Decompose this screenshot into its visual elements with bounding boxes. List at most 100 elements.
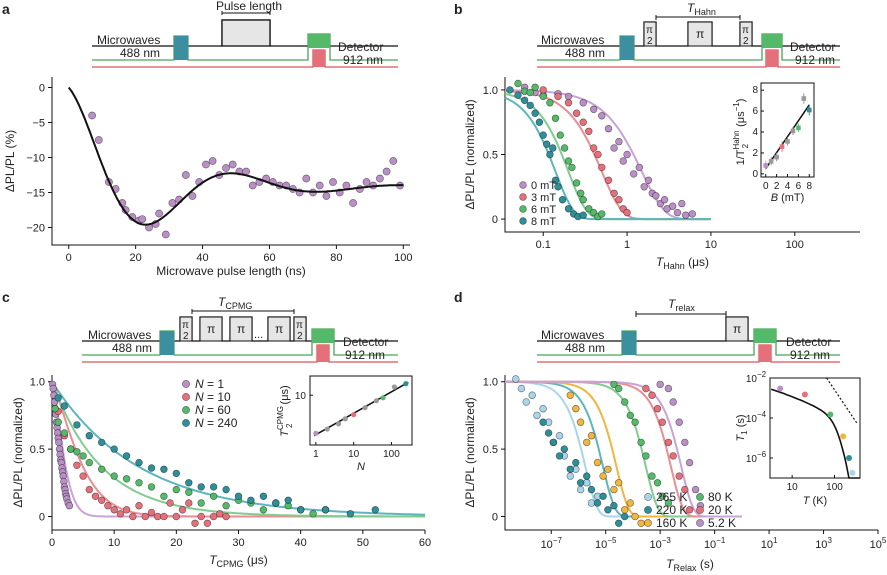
data-point-green [579, 196, 587, 204]
data-point [315, 181, 324, 190]
data-point-red [147, 508, 156, 517]
data-point-purple [660, 196, 669, 204]
x-tick-label: 80 [330, 252, 342, 264]
data-point-teal [122, 452, 131, 460]
data-point-red [122, 506, 131, 514]
data-point-teal [604, 506, 612, 514]
probe-label-d: 912 nm [790, 348, 830, 362]
inset-x-label-unit: (mT) [778, 192, 804, 204]
data-point-green [658, 492, 666, 500]
tick-base: 10 [761, 539, 773, 551]
data-point-teal [551, 176, 560, 185]
data-point-teal [197, 483, 205, 491]
inset-point [801, 391, 808, 398]
legend-label-symbol: N [195, 403, 204, 417]
data-point-green [309, 510, 317, 518]
data-point-green [526, 88, 534, 97]
pi-label-d: π [733, 322, 741, 336]
data-point-green [97, 465, 106, 473]
data-point-red [615, 196, 623, 204]
y-axis-label: ΔPL/PL (normalized) [463, 99, 477, 209]
data-point-purple [681, 211, 690, 219]
y-axis-label: ΔPL/PL (%) [3, 130, 17, 192]
data-point-green [209, 492, 218, 500]
inset-point [849, 469, 856, 476]
data-point-green [664, 499, 673, 507]
data-point-red [203, 519, 212, 527]
data-point-purple [598, 112, 606, 120]
detector-pulse-b [762, 34, 782, 48]
data-point-green [51, 405, 59, 413]
inset-x-tick-label: 100 [383, 449, 400, 460]
data-point-green [185, 488, 193, 496]
half-pi-num-c1: π [182, 320, 189, 331]
data-point-purple [668, 202, 677, 210]
tick-base: 10 [746, 374, 758, 385]
x-axis-label: TCPMG (μs) [209, 553, 268, 569]
x-tick-label: 30 [232, 537, 244, 549]
inset-y-tick-label: 2 [752, 148, 758, 159]
tick-exponent: 5 [882, 536, 887, 545]
tick-exponent: −7 [553, 536, 563, 545]
inset-y-label-close: ) [735, 99, 747, 103]
data-point-yellow [599, 472, 607, 480]
legend-label: 5.2 K [708, 516, 736, 530]
chart-panel-a: 0 20 40 60 80 100 0 −5 −10 −15 −20 Microwave pulse … [3, 77, 412, 278]
microwaves-label-c: Microwaves [88, 328, 151, 342]
legend-marker [644, 506, 652, 514]
data-point [228, 160, 237, 169]
probe-pulse-a [313, 50, 325, 67]
tick-label: 10−7 [541, 536, 563, 551]
inset-y-tick-label: 4 [752, 127, 758, 138]
x-tick-label: 20 [170, 537, 182, 549]
data-point-green [576, 189, 585, 198]
data-point-teal [549, 144, 557, 152]
pi-box-c3 [267, 316, 291, 342]
data-point-teal [97, 438, 106, 447]
inset-point [785, 139, 790, 144]
data-point-lightblue [517, 384, 526, 393]
legend-label: 80 K [708, 490, 733, 504]
inset-y-label-unit: (μs [735, 111, 747, 130]
data-point-red [579, 118, 587, 126]
tick-base: 10 [815, 539, 827, 551]
data-point-teal [209, 483, 218, 491]
data-point-teal [542, 140, 551, 148]
data-point-green [610, 380, 618, 389]
laser-pulse-c [160, 331, 174, 355]
detector-pulse-a [308, 34, 330, 48]
x-axis-label: Microwave pulse length (ns) [156, 264, 305, 278]
data-point-purple [688, 210, 696, 218]
data-point-yellow [587, 432, 596, 440]
legend-marker [696, 493, 704, 501]
tick-exponent: −2 [757, 370, 767, 379]
t-relax-label: Trelax [668, 297, 695, 313]
data-point-red [685, 506, 694, 514]
data-point-purple [685, 458, 694, 467]
legend-marker [519, 205, 527, 213]
data-point-green [147, 483, 156, 491]
data-point-teal [554, 183, 562, 191]
data-point-teal [506, 86, 514, 94]
axes-frame-b [504, 77, 860, 233]
inset-y-label-sup: CPMG [276, 406, 285, 430]
data-point-purple [564, 92, 573, 101]
pi-box-b [687, 21, 713, 47]
axes-frame-a [51, 77, 410, 246]
data-point-lightblue [522, 398, 530, 406]
inset-x-tick-label: 2 [774, 181, 780, 192]
data-point-red [178, 506, 187, 514]
data-point [389, 157, 398, 165]
tick-base: 10 [746, 454, 758, 465]
data-point-green [172, 485, 181, 494]
inset-y-tick-label: 0 [752, 169, 758, 180]
data-point-green [598, 210, 606, 218]
inset-x-tick-label: 100 [826, 482, 843, 493]
legend-marker [519, 181, 527, 189]
data-point-lightblue [512, 375, 520, 383]
detector-label-c: Detector [343, 335, 388, 349]
data-point-teal [321, 506, 330, 514]
t-cpmg-label: TCPMG [218, 295, 252, 311]
legend-marker [696, 506, 704, 514]
pi-label-c2: π [237, 322, 245, 336]
